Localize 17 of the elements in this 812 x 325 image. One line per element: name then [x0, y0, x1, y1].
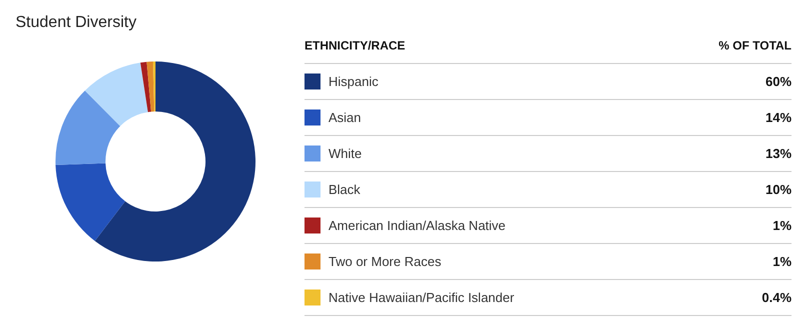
chart-title: Student Diversity — [16, 14, 136, 31]
legend-title: ETHNICITY/RACE — [304, 38, 406, 52]
data-label: 60% — [765, 74, 792, 89]
data-label: 14% — [765, 110, 792, 125]
data-label: 0.4% — [762, 290, 792, 305]
data-label: 10% — [765, 182, 792, 197]
data-label: 13% — [765, 146, 792, 161]
data-label: 1% — [772, 218, 792, 233]
legend-label: Asian — [328, 110, 362, 125]
legend-label: Native Hawaiian/Pacific Islander — [328, 290, 515, 305]
text: % OF TOTAL — [718, 38, 792, 52]
data-label: 1% — [772, 254, 792, 269]
legend-label: Two or More Races — [328, 254, 442, 269]
legend-label: Hispanic — [328, 74, 379, 89]
legend-label: American Indian/Alaska Native — [328, 218, 506, 233]
legend-label: White — [328, 146, 362, 161]
legend-label: Black — [328, 182, 361, 197]
